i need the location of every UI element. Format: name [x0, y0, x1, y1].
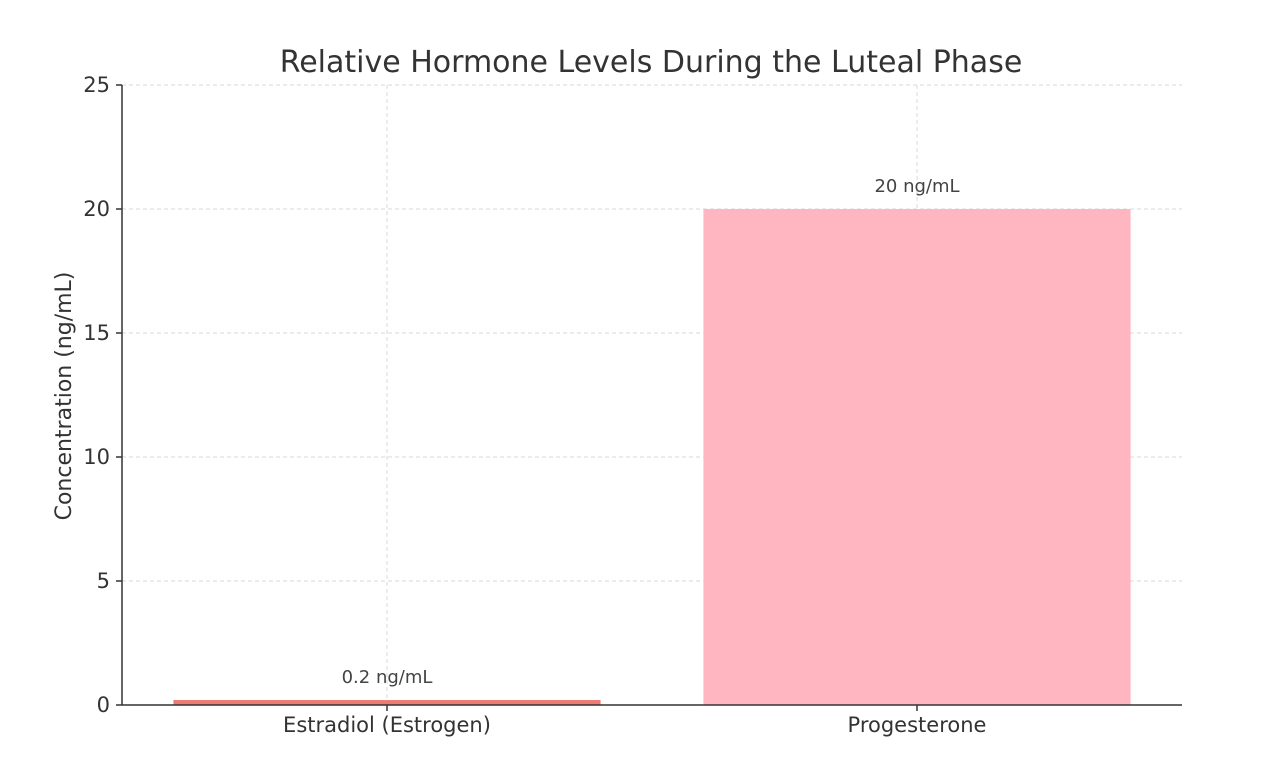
y-tick-label: 5 [97, 569, 110, 593]
axes [116, 84, 1182, 711]
bars [173, 209, 1131, 705]
y-tick-label: 10 [83, 445, 110, 469]
x-tick-label: Progesterone [848, 713, 987, 737]
bar [703, 209, 1131, 705]
data-label: 0.2 ng/mL [342, 667, 433, 688]
labels: 0 5 10 15 20 25 Estradiol (Estrogen) 0.2 ng/mL P… [83, 73, 986, 737]
bar [173, 700, 601, 705]
y-tick-label: 25 [83, 73, 110, 97]
y-tick-label: 0 [97, 693, 110, 717]
y-tick-label: 15 [83, 321, 110, 345]
y-tick-label: 20 [83, 197, 110, 221]
x-tick-label: Estradiol (Estrogen) [283, 713, 491, 737]
y-axis-label: Concentration (ng/mL) [52, 272, 77, 521]
chart-title: Relative Hormone Levels During the Lutea… [280, 45, 1023, 80]
data-label: 20 ng/mL [874, 176, 959, 197]
